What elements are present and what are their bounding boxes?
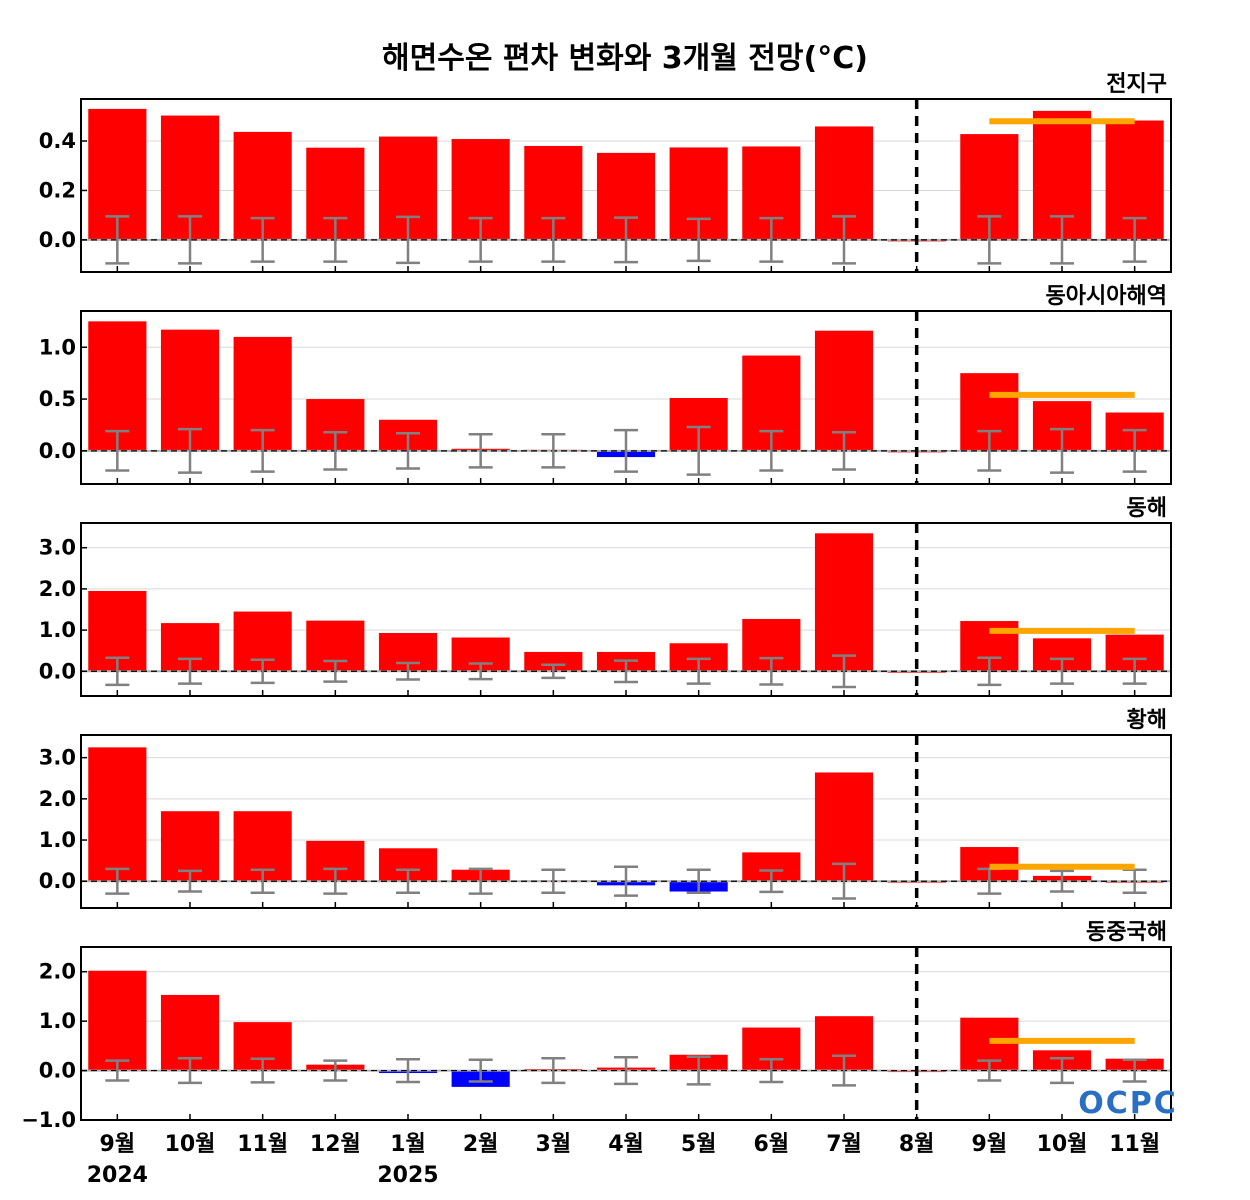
y-tick-label: 2.0 xyxy=(39,787,76,811)
bar xyxy=(88,970,147,1071)
panel-4: 0.0 1.0 2.0 3.0 황해 xyxy=(39,708,1172,909)
year-label: 2025 xyxy=(377,1163,438,1188)
y-tick-label: 0.0 xyxy=(39,439,76,463)
ocpc-logo-text: OCPC xyxy=(1078,1086,1178,1121)
x-tick-label: 4월 xyxy=(608,1132,644,1157)
bar xyxy=(88,321,147,451)
y-tick-label: 3.0 xyxy=(39,746,76,770)
panel-5: −1.0 0.0 1.0 2.0 동중국해 xyxy=(21,920,1172,1132)
panel-1: 0.0 0.2 0.4 전지구 xyxy=(39,72,1172,273)
year-label: 2024 xyxy=(87,1163,148,1188)
y-tick-label: 0.0 xyxy=(39,869,76,893)
x-tick-label: 8월 xyxy=(899,1132,935,1157)
bar xyxy=(814,533,874,672)
x-tick-label: 10월 xyxy=(1037,1132,1088,1157)
y-tick-label: 2.0 xyxy=(39,960,76,984)
bar xyxy=(88,747,147,882)
panel-label: 전지구 xyxy=(1106,72,1167,97)
y-tick-label: 0.0 xyxy=(39,659,76,683)
x-tick-label: 11월 xyxy=(1109,1132,1160,1157)
bar xyxy=(524,651,583,672)
panel-label: 동아시아해역 xyxy=(1046,284,1167,309)
y-tick-label: 1.0 xyxy=(39,335,76,359)
y-tick-label: −1.0 xyxy=(21,1108,76,1132)
panel-label: 동중국해 xyxy=(1086,920,1167,945)
panel-2: 0.0 0.5 1.0 동아시아해역 xyxy=(39,284,1172,485)
y-tick-label: 1.0 xyxy=(39,618,76,642)
panel-label: 황해 xyxy=(1127,708,1167,733)
x-tick-label: 6월 xyxy=(754,1132,790,1157)
y-tick-label: 1.0 xyxy=(39,828,76,852)
x-tick-label: 5월 xyxy=(681,1132,717,1157)
y-tick-label: 0.5 xyxy=(39,387,76,411)
x-tick-label: 12월 xyxy=(310,1132,361,1157)
x-tick-label: 11월 xyxy=(237,1132,288,1157)
x-tick-label: 9월 xyxy=(972,1132,1008,1157)
x-tick-label: 7월 xyxy=(826,1132,862,1157)
y-tick-label: 2.0 xyxy=(39,577,76,601)
y-tick-label: 0.0 xyxy=(39,228,76,252)
x-axis-labels: 9월 10월 11월 12월 1월 2월 3월 4월 5월 6월 7월 8월 9월 10월 11월 2024 2… xyxy=(87,1132,1160,1188)
bar xyxy=(160,811,220,882)
y-tick-label: 1.0 xyxy=(39,1009,76,1033)
x-tick-label: 3월 xyxy=(536,1132,572,1157)
x-tick-label: 2월 xyxy=(463,1132,499,1157)
chart-title: 해면수온 편차 변화와 3개월 전망(°C) xyxy=(382,41,868,76)
y-tick-label: 0.2 xyxy=(39,178,76,202)
x-tick-label: 10월 xyxy=(165,1132,216,1157)
y-tick-label: 3.0 xyxy=(39,536,76,560)
ocpc-logo: OCPC xyxy=(1078,1086,1178,1121)
y-tick-label: 0.0 xyxy=(39,1059,76,1083)
panels-layer: 0.0 0.2 0.4 전지구 0.0 0.5 1.0 동아시아해역 0.0 1.0 2.0 3.0 동… xyxy=(21,72,1172,1188)
bar xyxy=(814,330,874,451)
x-tick-label: 9월 xyxy=(100,1132,136,1157)
y-tick-label: 0.4 xyxy=(39,129,76,153)
x-tick-label: 1월 xyxy=(390,1132,426,1157)
panel-label: 동해 xyxy=(1127,496,1167,521)
panel-3: 0.0 1.0 2.0 3.0 동해 xyxy=(39,496,1172,697)
